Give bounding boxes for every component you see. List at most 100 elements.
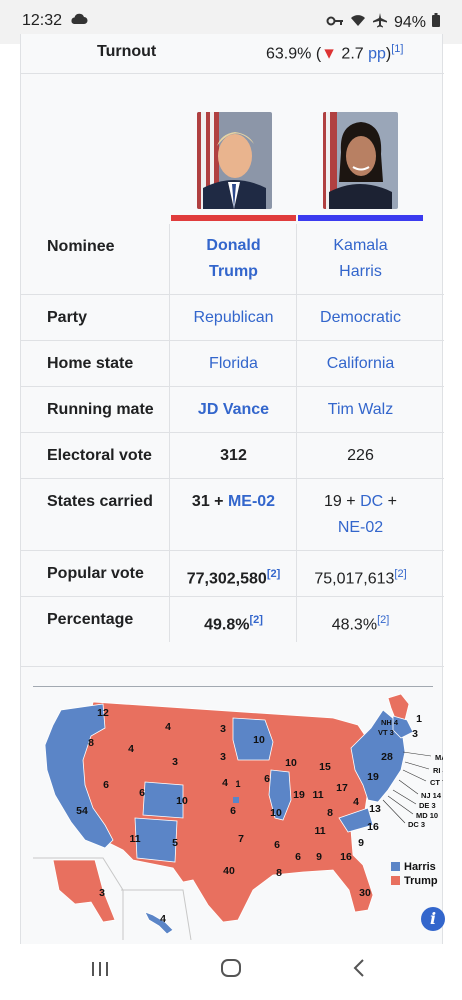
state-label: 8 xyxy=(276,867,282,879)
running-mate-label: Running mate xyxy=(47,401,154,418)
state-label: RI 4 xyxy=(433,766,443,775)
popular-vote-row: Popular vote 77,302,580[2] 75,017,613[2] xyxy=(21,550,444,596)
state-label: 30 xyxy=(359,887,371,899)
california-link[interactable]: California xyxy=(326,355,395,372)
party-row: Party Republican Democratic xyxy=(21,294,444,340)
state-label: 1 xyxy=(416,713,422,725)
state-label: 11 xyxy=(129,833,140,845)
state-label: 12 xyxy=(97,707,109,719)
state-label: MD 10 xyxy=(416,811,438,820)
tim-walz-link[interactable]: Tim Walz xyxy=(327,401,394,418)
florida-link[interactable]: Florida xyxy=(209,355,258,372)
percentage-points-link[interactable]: pp xyxy=(368,45,386,63)
harris-popular-vote: 75,017,613[2] xyxy=(314,568,407,588)
electoral-map[interactable]: 12 8 54 6 4 4 3 6 11 10 5 3 3 4 1 6 7 40… xyxy=(33,690,456,941)
states-carried-label: States carried xyxy=(47,493,153,510)
map-legend: Harris Trump xyxy=(391,861,438,887)
state-label: 9 xyxy=(316,851,322,863)
harris-states-carried: 19 + DC + NE-02 xyxy=(324,493,397,536)
turnout-reference[interactable]: [1] xyxy=(391,43,404,55)
callout-leader-lines xyxy=(382,751,432,824)
state-label: 3 xyxy=(412,728,418,740)
state-label: 3 xyxy=(99,887,105,899)
colorado[interactable] xyxy=(142,781,184,819)
illinois[interactable] xyxy=(268,769,292,821)
minnesota[interactable] xyxy=(232,717,274,761)
state-label: 6 xyxy=(295,851,301,863)
trump-name[interactable]: Donald Trump xyxy=(206,237,261,280)
popular-vote-reference[interactable]: [2] xyxy=(394,568,407,580)
state-label: DC 3 xyxy=(408,820,425,829)
cloud-icon xyxy=(70,12,88,30)
harris-portrait[interactable] xyxy=(323,112,398,209)
democratic-color-bar xyxy=(298,215,423,221)
democratic-party-link[interactable]: Democratic xyxy=(320,309,401,326)
electoral-vote-label: Electoral vote xyxy=(47,447,152,464)
map-divider xyxy=(33,686,433,687)
airplane-icon xyxy=(372,12,388,33)
state-label: NH 4 xyxy=(381,718,399,727)
status-time: 12:32 xyxy=(22,12,63,29)
state-label: NJ 14 xyxy=(421,791,442,800)
state-label: CT 7 xyxy=(430,778,443,787)
nominee-label: Nominee xyxy=(47,238,115,255)
trump-percentage: 49.8%[2] xyxy=(204,614,263,634)
home-button[interactable] xyxy=(220,958,242,984)
decrease-arrow-icon: ▼ xyxy=(321,45,337,63)
state-label: 54 xyxy=(76,805,88,817)
new-mexico[interactable] xyxy=(134,817,178,863)
state-label: 40 xyxy=(223,865,235,877)
state-label: 8 xyxy=(327,807,333,819)
state-label: 10 xyxy=(253,734,265,746)
ne-02-link[interactable]: NE-02 xyxy=(337,519,384,536)
alaska-inset-border xyxy=(33,857,124,940)
column-divider xyxy=(169,224,170,642)
harris-legend-label: Harris xyxy=(404,861,436,873)
republican-states[interactable] xyxy=(77,701,379,923)
state-label: 8 xyxy=(88,737,94,749)
maine-second-district[interactable] xyxy=(387,693,410,721)
state-label: 28 xyxy=(381,751,393,763)
us-states-map[interactable] xyxy=(33,693,414,941)
recent-apps-button[interactable] xyxy=(90,958,110,984)
back-button[interactable] xyxy=(352,958,366,984)
state-label: 3 xyxy=(220,751,226,763)
turnout-label: Turnout xyxy=(97,43,157,60)
popular-vote-reference[interactable]: [2] xyxy=(266,568,281,580)
jd-vance-link[interactable]: JD Vance xyxy=(197,401,270,418)
alaska[interactable] xyxy=(52,859,116,923)
percentage-reference[interactable]: [2] xyxy=(377,614,390,626)
state-label: 4 xyxy=(128,743,134,755)
state-label: 17 xyxy=(336,782,348,794)
popular-vote-label: Popular vote xyxy=(47,565,144,582)
northeast-harris-states[interactable] xyxy=(350,709,406,803)
state-label: 6 xyxy=(103,779,109,791)
nebraska-second-district[interactable] xyxy=(233,797,239,803)
hawaii[interactable] xyxy=(144,911,174,935)
election-infobox: Turnout 63.9% (▼ 2.7 pp)[1] xyxy=(20,34,456,944)
state-label: 3 xyxy=(220,723,226,735)
info-icon[interactable]: i xyxy=(421,907,445,931)
harris-legend-swatch xyxy=(391,862,400,871)
me-02-link[interactable]: ME-02 xyxy=(227,493,276,510)
home-state-label: Home state xyxy=(47,355,134,372)
table-bottom-border xyxy=(21,666,444,667)
virginia[interactable] xyxy=(338,807,374,833)
percentage-reference[interactable]: [2] xyxy=(249,614,263,626)
dc-link[interactable]: DC xyxy=(360,493,384,510)
republican-party-link[interactable]: Republican xyxy=(193,309,274,326)
harris-name[interactable]: Kamala Harris xyxy=(333,237,388,280)
turnout-value: 63.9% (▼ 2.7 pp)[1] xyxy=(266,43,404,63)
state-label: 10 xyxy=(270,807,282,819)
wifi-icon xyxy=(350,13,366,32)
trump-states-carried: 31 + ME-02 xyxy=(191,493,276,510)
west-coast-harris-states[interactable] xyxy=(44,703,114,849)
state-label: 4 xyxy=(165,721,171,733)
home-state-row: Home state Florida California xyxy=(21,340,444,386)
state-label: DE 3 xyxy=(419,801,436,810)
states-carried-row: States carried 31 + ME-02 19 + DC + NE-0… xyxy=(21,478,444,550)
trump-portrait[interactable] xyxy=(197,112,272,209)
maine[interactable] xyxy=(392,715,414,739)
hawaii-inset-border xyxy=(121,889,192,941)
state-label: 9 xyxy=(358,837,364,849)
